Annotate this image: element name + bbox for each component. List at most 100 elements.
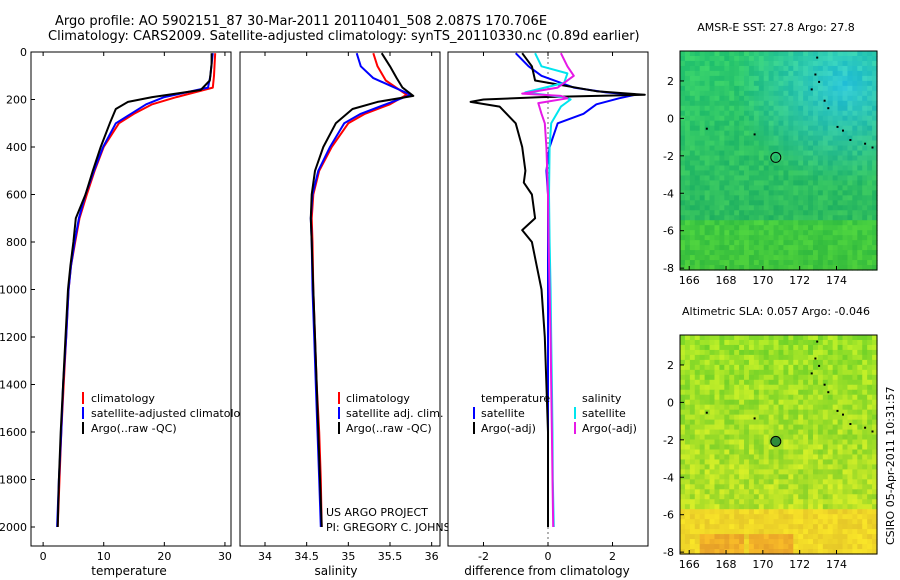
map-cell <box>709 170 716 177</box>
map-cell <box>744 240 750 246</box>
map-cell <box>714 449 720 456</box>
map-cell <box>773 499 780 505</box>
map-cell <box>680 429 686 436</box>
map-cell <box>808 195 814 201</box>
map-cell <box>783 195 789 201</box>
map-cell <box>852 344 858 351</box>
map-cell <box>773 494 780 500</box>
map-cell <box>709 75 716 82</box>
map-cell <box>827 469 834 475</box>
map-cell <box>709 120 716 127</box>
map-cell <box>778 484 785 490</box>
map-cell <box>719 190 725 196</box>
map-cell <box>773 125 780 132</box>
map-cell <box>798 55 804 62</box>
map-cell <box>758 190 765 196</box>
map-cell <box>842 155 849 162</box>
map-cell <box>744 110 750 117</box>
map-cell <box>862 399 868 406</box>
map-cell <box>680 60 686 67</box>
map-cell <box>808 70 814 77</box>
map-cell <box>798 544 804 550</box>
map-cell <box>822 469 829 475</box>
map-cell <box>783 90 789 97</box>
map-cell <box>714 75 720 82</box>
map-cell <box>729 235 735 241</box>
map-cell <box>872 65 878 72</box>
map-cell <box>867 374 873 381</box>
map-cell <box>837 514 844 520</box>
map-cell <box>758 524 765 530</box>
map-cell <box>837 95 844 102</box>
map-cell <box>680 389 686 396</box>
map-cell <box>817 200 824 206</box>
map-cell <box>753 514 760 520</box>
map-cell <box>739 344 745 351</box>
map-cell <box>867 225 873 231</box>
map-cell <box>857 349 863 356</box>
sla-argo-position-marker <box>770 435 782 447</box>
map-cell <box>862 145 868 152</box>
map-cell <box>748 459 755 466</box>
map-cell <box>773 509 780 515</box>
map-cell <box>719 240 725 246</box>
map-cell <box>798 429 804 436</box>
map-cell <box>788 135 794 142</box>
map-cell <box>714 170 720 177</box>
map-cell <box>852 85 858 92</box>
map-cell <box>822 225 829 231</box>
map-cell <box>748 549 755 555</box>
map-cell <box>684 65 691 72</box>
map-cell <box>684 419 691 426</box>
map-cell <box>798 100 804 107</box>
map-cell <box>734 155 740 162</box>
map-cell <box>872 220 878 226</box>
map-cell <box>867 339 873 346</box>
map-cell <box>680 240 686 246</box>
map-cell <box>734 205 740 211</box>
map-cell <box>842 265 849 271</box>
map-cell <box>847 344 853 351</box>
map-cell <box>822 444 829 451</box>
map-cell <box>694 529 701 535</box>
map-cell <box>758 419 765 426</box>
map-cell <box>862 85 868 92</box>
map-cell <box>778 384 785 391</box>
map-cell <box>783 260 789 266</box>
map-cell <box>763 85 770 92</box>
map-cell <box>699 120 706 127</box>
map-cell <box>872 389 878 396</box>
map-cell <box>827 549 834 555</box>
map-cell <box>729 220 735 226</box>
map-cell <box>857 439 863 446</box>
map-cell <box>808 429 814 436</box>
map-cell <box>680 65 686 72</box>
map-cell <box>709 80 716 87</box>
map-cell <box>822 344 829 351</box>
map-cell <box>680 70 686 77</box>
map-cell <box>719 544 725 550</box>
map-cell <box>684 549 691 555</box>
map-cell <box>758 464 765 470</box>
map-cell <box>763 60 770 67</box>
map-cell <box>709 155 716 162</box>
map-cell <box>812 175 819 182</box>
map-cell <box>872 70 878 77</box>
map-cell <box>827 215 834 221</box>
map-cell <box>763 509 770 515</box>
map-cell <box>812 359 819 366</box>
map-cell <box>699 75 706 82</box>
map-cell <box>699 544 706 550</box>
map-cell <box>842 335 849 341</box>
map-cell <box>744 344 750 351</box>
map-cell <box>832 339 839 346</box>
map-cell <box>827 105 834 112</box>
map-cell <box>758 369 765 376</box>
map-cell <box>753 100 760 107</box>
map-cell <box>763 265 770 271</box>
map-cell <box>699 170 706 177</box>
map-cell <box>763 349 770 356</box>
map-cell <box>788 434 794 441</box>
map-cell <box>684 230 691 236</box>
map-cell <box>857 429 863 436</box>
